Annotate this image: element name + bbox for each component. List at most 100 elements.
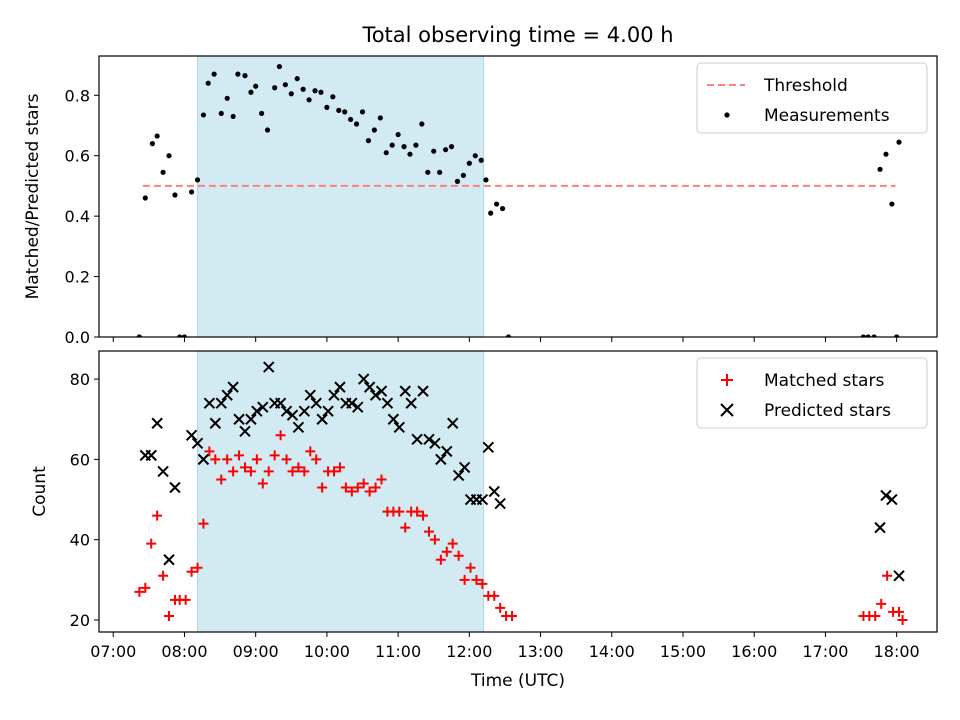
bottom-plot-area (134, 351, 908, 632)
matched-stars-point (334, 462, 345, 473)
measurement-point (136, 334, 142, 337)
measurement-point (371, 127, 377, 133)
predicted-stars-point (191, 437, 204, 450)
matched-stars-point (216, 474, 227, 485)
measurement-point (454, 178, 461, 184)
predicted-stars-point (357, 373, 370, 385)
measurement-point (877, 166, 883, 172)
matched-stars-point (269, 450, 280, 461)
matched-stars-point (882, 570, 893, 581)
matched-stars-point (140, 582, 151, 593)
predicted-stars-point (227, 381, 239, 393)
series-matched-stars (134, 430, 908, 625)
matched-stars-point (329, 466, 340, 477)
measurement-point (282, 82, 288, 88)
predicted-stars-point (447, 417, 459, 429)
matched-stars-point (164, 610, 175, 621)
chart-title: Total observing time = 4.00 h (361, 23, 673, 47)
predicted-stars-point (387, 413, 400, 425)
measurement-point (353, 121, 360, 127)
top-axes-frame (98, 55, 938, 338)
measurement-point (389, 142, 395, 148)
matched-stars-point (245, 466, 256, 477)
observing-window-span (197, 56, 485, 337)
measurement-point (324, 104, 330, 110)
measurement-point (149, 141, 156, 147)
matched-stars-point (400, 522, 411, 533)
predicted-stars-point (334, 381, 346, 393)
matched-stars-point (257, 478, 268, 489)
measurement-point (460, 172, 466, 178)
predicted-stars-point (245, 413, 257, 425)
predicted-stars-point (304, 389, 316, 401)
predicted-stars-point (209, 417, 222, 429)
measurement-point (889, 201, 895, 207)
matched-stars-point (376, 474, 387, 485)
matched-stars-point (234, 450, 245, 461)
measurement-point (401, 144, 407, 150)
predicted-stars-point (435, 453, 447, 466)
matched-stars-point (210, 454, 221, 465)
matched-stars-point (418, 510, 429, 521)
predicted-stars-point (423, 433, 435, 446)
measurement-point (235, 71, 241, 77)
measurement-point (218, 110, 224, 117)
x-tick-label: 13:00 (517, 642, 563, 661)
legend-matched-swatch (721, 374, 733, 386)
measurement-point (431, 148, 437, 154)
predicted-stars-point (239, 425, 251, 437)
measurement-point (154, 133, 160, 139)
measurement-point (242, 73, 248, 79)
predicted-stars-point (452, 469, 465, 482)
x-tick-label: 08:00 (161, 642, 207, 661)
measurement-point (160, 169, 166, 175)
predicted-stars-point (405, 397, 417, 409)
series-measurements (136, 63, 902, 337)
measurement-point (194, 177, 201, 183)
measurement-point (488, 210, 494, 216)
predicted-stars-point (328, 389, 340, 401)
measurement-point (896, 139, 902, 145)
matched-stars-point (459, 574, 470, 585)
measurement-point (448, 144, 455, 150)
matched-stars-point (465, 562, 476, 573)
measurement-point (499, 205, 506, 212)
predicted-stars-point (381, 397, 394, 409)
y-axis-label: Matched/Predicted stars (23, 93, 43, 299)
predicted-stars-point (286, 409, 299, 421)
measurement-point (377, 115, 383, 121)
predicted-stars-point (417, 385, 429, 397)
measurement-point (883, 151, 889, 157)
measurement-point (413, 142, 419, 148)
legend: Threshold Measurements (696, 62, 928, 134)
measurement-point (248, 89, 254, 95)
matched-stars-point (370, 482, 381, 493)
measurement-point (318, 89, 324, 95)
y-axis-label: Count (30, 466, 50, 517)
matched-stars-point (489, 590, 500, 601)
predicted-stars-point (203, 397, 216, 409)
measurement-point (300, 86, 306, 92)
matched-stars-point (134, 586, 145, 597)
measurement-point (272, 85, 278, 91)
predicted-stars-point (482, 441, 495, 454)
measurement-point (860, 334, 867, 337)
predicted-stars-point (221, 389, 233, 401)
predicted-stars-point (476, 493, 489, 506)
measurement-point (211, 71, 217, 77)
x-axis-label: Time (UTC) (470, 671, 565, 691)
measurement-point (294, 76, 300, 82)
matched-stars-point (429, 534, 440, 545)
measurement-point (407, 151, 413, 157)
matched-stars-point (186, 566, 197, 577)
y-tick-label: 0.0 (65, 328, 90, 347)
y-tick-label: 0.4 (65, 207, 90, 226)
measurement-point (505, 334, 512, 337)
predicted-stars-point (151, 417, 163, 429)
matched-stars-point (180, 594, 191, 605)
matched-stars-point (299, 466, 310, 477)
matched-stars-point (192, 562, 203, 573)
matched-stars-point (281, 454, 292, 465)
matched-stars-point (423, 526, 434, 537)
measurement-point (224, 95, 230, 101)
